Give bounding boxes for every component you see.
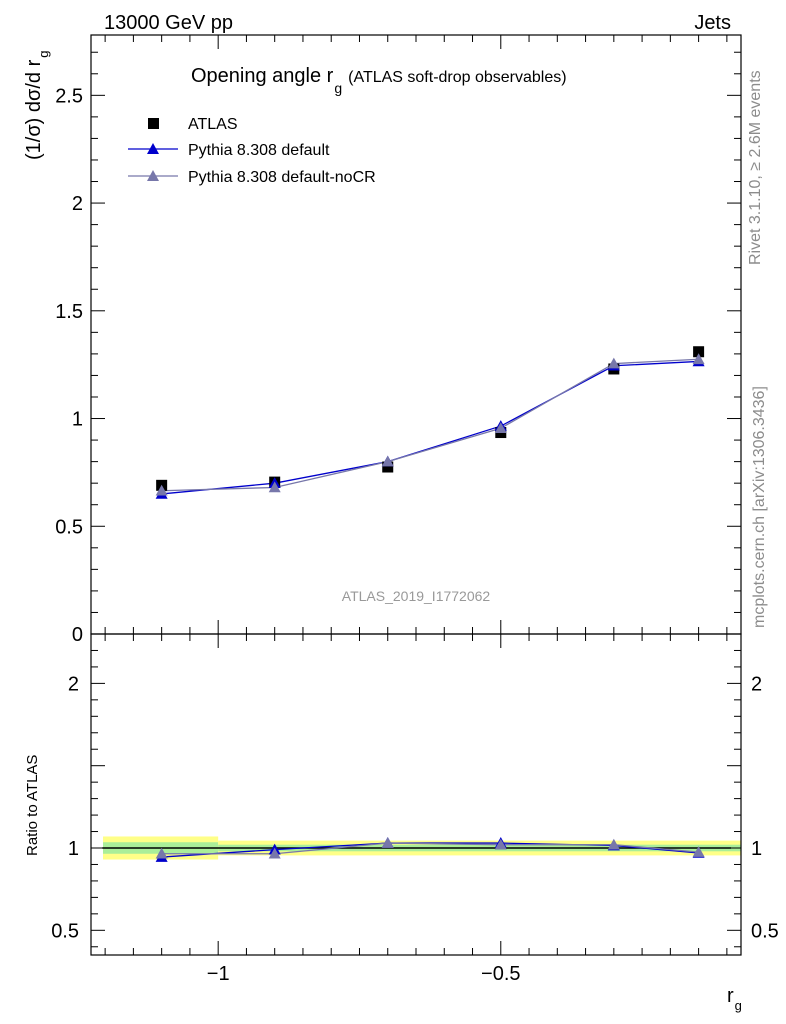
legend-nocr-marker <box>147 170 159 181</box>
data-point-2 <box>607 357 620 369</box>
ratio-point-1 <box>607 838 620 850</box>
header-energy-label: 13000 GeV pp <box>104 12 233 34</box>
analysis-watermark: ATLAS_2019_I1772062 <box>342 588 491 604</box>
series-line-2 <box>161 358 699 492</box>
ratio-point-1 <box>494 838 507 850</box>
rivet-version-label: Rivet 3.1.10, ≥ 2.6M events <box>747 70 764 265</box>
y-tick-label: 1 <box>72 409 83 431</box>
data-point-2 <box>494 422 507 434</box>
data-point-atlas <box>693 346 705 358</box>
legend-atlas-label: ATLAS <box>188 116 238 133</box>
legend-default-label: Pythia 8.308 default <box>188 142 330 159</box>
ratio-point-1 <box>268 847 281 859</box>
legend: ATLAS Pythia 8.308 default Pythia 8.308 … <box>128 116 376 186</box>
ratio-point-1 <box>381 837 394 848</box>
y-tick-label: 2.5 <box>55 85 83 107</box>
ratio-line-0 <box>161 842 699 858</box>
ratio-y-tick-label: 2 <box>68 673 79 695</box>
ratio-y-axis-label: Ratio to ATLAS <box>24 755 41 856</box>
ratio-point-1 <box>155 847 168 859</box>
ratio-y-tick-label-right: 0.5 <box>751 920 779 942</box>
series-line-1 <box>161 360 699 495</box>
legend-default-marker <box>147 143 159 154</box>
main-panel: ATLAS_2019_I1772062 0 0.5 1 1.5 2 2.5 Opening… <box>23 34 742 646</box>
plot-title: Opening angle rg(ATLAS soft-drop observa… <box>191 65 567 96</box>
ratio-y-tick-label-right: 1 <box>751 838 762 860</box>
ratio-y-tick-label: 1 <box>68 838 79 860</box>
y-tick-label: 0 <box>72 624 83 646</box>
main-plot-area <box>155 346 705 499</box>
main-ticks: 0 0.5 1 1.5 2 2.5 <box>55 35 741 646</box>
main-y-axis-label: (1/σ) dσ/d rg <box>23 51 51 161</box>
ratio-ticks: −1 −0.5 0.5 0.5 1 1 2 2 <box>51 634 779 985</box>
y-tick-label: 1.5 <box>55 301 83 323</box>
mcplots-label: mcplots.cern.ch [arXiv:1306.3436] <box>751 386 768 628</box>
ratio-plot-area <box>102 836 741 862</box>
header-process-label: Jets <box>694 12 731 34</box>
legend-nocr-label: Pythia 8.308 default-noCR <box>188 169 376 186</box>
y-tick-label: 2 <box>72 193 83 215</box>
legend-atlas-marker <box>148 118 159 129</box>
ratio-frame <box>90 633 742 956</box>
ratio-panel: −1 −0.5 0.5 0.5 1 1 2 2 Ratio to ATLAS rg <box>24 633 779 1013</box>
ratio-point-1 <box>692 846 705 857</box>
ratio-y-tick-label-right: 2 <box>751 673 762 695</box>
y-tick-label: 0.5 <box>55 516 83 538</box>
x-tick-label: −1 <box>207 963 230 985</box>
data-point-2 <box>381 455 394 467</box>
data-point-atlas <box>382 461 394 473</box>
ratio-line-1 <box>161 842 699 855</box>
x-tick-label: −0.5 <box>481 963 520 985</box>
x-axis-label: rg <box>727 985 742 1013</box>
data-point-2 <box>155 484 168 496</box>
data-point-2 <box>692 353 705 365</box>
ratio-y-tick-label: 0.5 <box>51 920 79 942</box>
data-point-2 <box>268 481 281 493</box>
